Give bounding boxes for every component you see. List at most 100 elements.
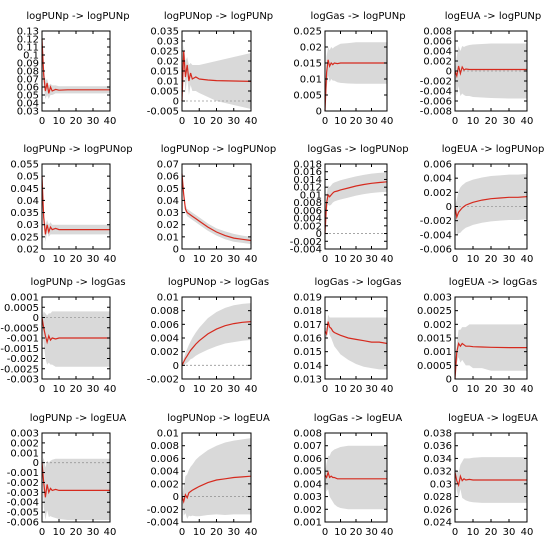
y-tick-label: 0.014 <box>293 361 322 372</box>
y-tick-label: 0.003 <box>293 492 322 503</box>
irf-panel: logEUA -> logPUNp0.0080.0060.0040.0020-0… <box>420 11 542 127</box>
x-tick-label: 30 <box>87 254 100 265</box>
confidence-band <box>42 457 110 521</box>
y-tick-label: 0.004 <box>423 174 452 185</box>
y-tick-label: 0.006 <box>150 454 179 465</box>
y-tick-label: -0.004 <box>147 518 179 529</box>
x-tick-label: 0 <box>179 384 185 395</box>
x-tick-label: 20 <box>485 116 498 127</box>
y-tick-label: 0.01 <box>157 77 179 88</box>
y-tick-label: 0.035 <box>150 27 179 38</box>
y-tick-label: 0.045 <box>10 184 39 195</box>
y-tick-label: 0.008 <box>293 198 322 209</box>
irf-panel: logPUNop -> logPUNp0.0350.030.0250.020.0… <box>147 11 273 127</box>
y-tick-label: -0.0015 <box>0 344 39 355</box>
y-tick-label: 0.025 <box>150 47 179 58</box>
response-line <box>454 65 527 79</box>
x-tick-label: 10 <box>467 527 480 538</box>
x-tick-label: 20 <box>210 527 223 538</box>
y-tick-label: 0.06 <box>17 83 39 94</box>
y-tick-label: 0.016 <box>293 334 322 345</box>
plot-frame <box>41 30 111 112</box>
x-tick-label: 30 <box>227 527 240 538</box>
x-tick-label: 30 <box>503 527 516 538</box>
response-line <box>181 475 252 504</box>
y-tick-label: 0 <box>173 361 179 372</box>
response-line <box>41 176 110 235</box>
y-tick-label: 0.003 <box>10 429 39 440</box>
confidence-band <box>325 314 387 370</box>
y-tick-label: 0.008 <box>150 441 179 452</box>
y-tick-label: 0.03 <box>17 107 39 118</box>
y-tick-label: 0.001 <box>293 518 322 529</box>
y-tick-label: -0.003 <box>7 375 39 386</box>
x-tick-label: 20 <box>70 527 83 538</box>
y-tick-label: 0.004 <box>150 467 179 478</box>
x-tick-label: 40 <box>245 527 258 538</box>
x-tick-label: 10 <box>53 116 66 127</box>
y-tick-label: 0.036 <box>423 441 452 452</box>
x-tick-label: 10 <box>467 116 480 127</box>
y-tick-label: 0 <box>33 313 39 324</box>
x-tick-label: 20 <box>70 254 83 265</box>
response-line <box>181 173 252 242</box>
x-tick-label: 0 <box>39 116 45 127</box>
panel-title: logPUNp -> logPUNop <box>23 144 132 155</box>
panel-title: logPUNp -> logGas <box>30 277 125 288</box>
y-tick-label: -0.002 <box>147 505 179 516</box>
x-tick-label: 40 <box>381 254 394 265</box>
confidence-band <box>455 324 527 379</box>
y-tick-label: 0.013 <box>293 375 322 386</box>
y-tick-label: 0.038 <box>423 429 452 440</box>
y-tick-label: 0.017 <box>293 320 322 331</box>
x-tick-label: 30 <box>227 116 240 127</box>
y-tick-label: 0.015 <box>150 67 179 78</box>
y-tick-label: 0.006 <box>423 37 452 48</box>
y-tick-label: 0.035 <box>10 208 39 219</box>
confidence-band <box>182 438 251 519</box>
x-tick-label: 10 <box>53 527 66 538</box>
y-tick-label: 0.006 <box>293 454 322 465</box>
y-tick-label: 0.015 <box>293 347 322 358</box>
y-tick-label: 0.002 <box>293 505 322 516</box>
x-tick-label: 20 <box>350 116 363 127</box>
confidence-band <box>455 173 527 235</box>
y-tick-label: 0 <box>33 458 39 469</box>
y-tick-label: 0.03 <box>157 37 179 48</box>
confidence-band <box>325 445 387 510</box>
x-tick-label: 20 <box>485 254 498 265</box>
y-tick-label: 0 <box>446 202 452 213</box>
y-tick-label: 0.07 <box>157 160 179 171</box>
y-tick-label: -0.006 <box>7 518 39 529</box>
x-tick-label: 0 <box>322 116 328 127</box>
irf-panel: logEUA -> logPUNop 0.006 0.004 0.002 0 -0.002… <box>420 144 545 265</box>
y-tick-label: -0.004 <box>7 498 39 509</box>
x-tick-label: 0 <box>39 527 45 538</box>
y-tick-label: 0.002 <box>423 188 452 199</box>
x-tick-label: 40 <box>104 116 117 127</box>
response-line <box>41 38 110 94</box>
y-tick-label: -0.004 <box>290 245 322 256</box>
response-line <box>181 321 252 366</box>
x-tick-label: 0 <box>322 384 328 395</box>
x-tick-label: 0 <box>179 527 185 538</box>
y-tick-label: -0.001 <box>7 468 39 479</box>
y-tick-label: -0.008 <box>420 107 452 118</box>
x-tick-label: 20 <box>350 254 363 265</box>
y-tick-label: 0.006 <box>150 320 179 331</box>
x-tick-label: 40 <box>245 254 258 265</box>
y-tick-label: 0.05 <box>17 91 39 102</box>
y-tick-label: 0.026 <box>423 505 452 516</box>
y-tick-label: 0.005 <box>150 87 179 98</box>
y-tick-label: 0.03 <box>430 479 452 490</box>
x-tick-label: 40 <box>381 527 394 538</box>
x-tick-label: 0 <box>322 254 328 265</box>
panel-title: logPUNop -> logEUA <box>167 413 270 424</box>
response-line <box>324 59 387 112</box>
x-tick-label: 30 <box>365 116 378 127</box>
y-tick-label: 0.0025 <box>417 306 452 317</box>
x-tick-label: 30 <box>365 384 378 395</box>
y-tick-label: -0.0025 <box>0 364 39 375</box>
x-tick-label: 0 <box>179 254 185 265</box>
